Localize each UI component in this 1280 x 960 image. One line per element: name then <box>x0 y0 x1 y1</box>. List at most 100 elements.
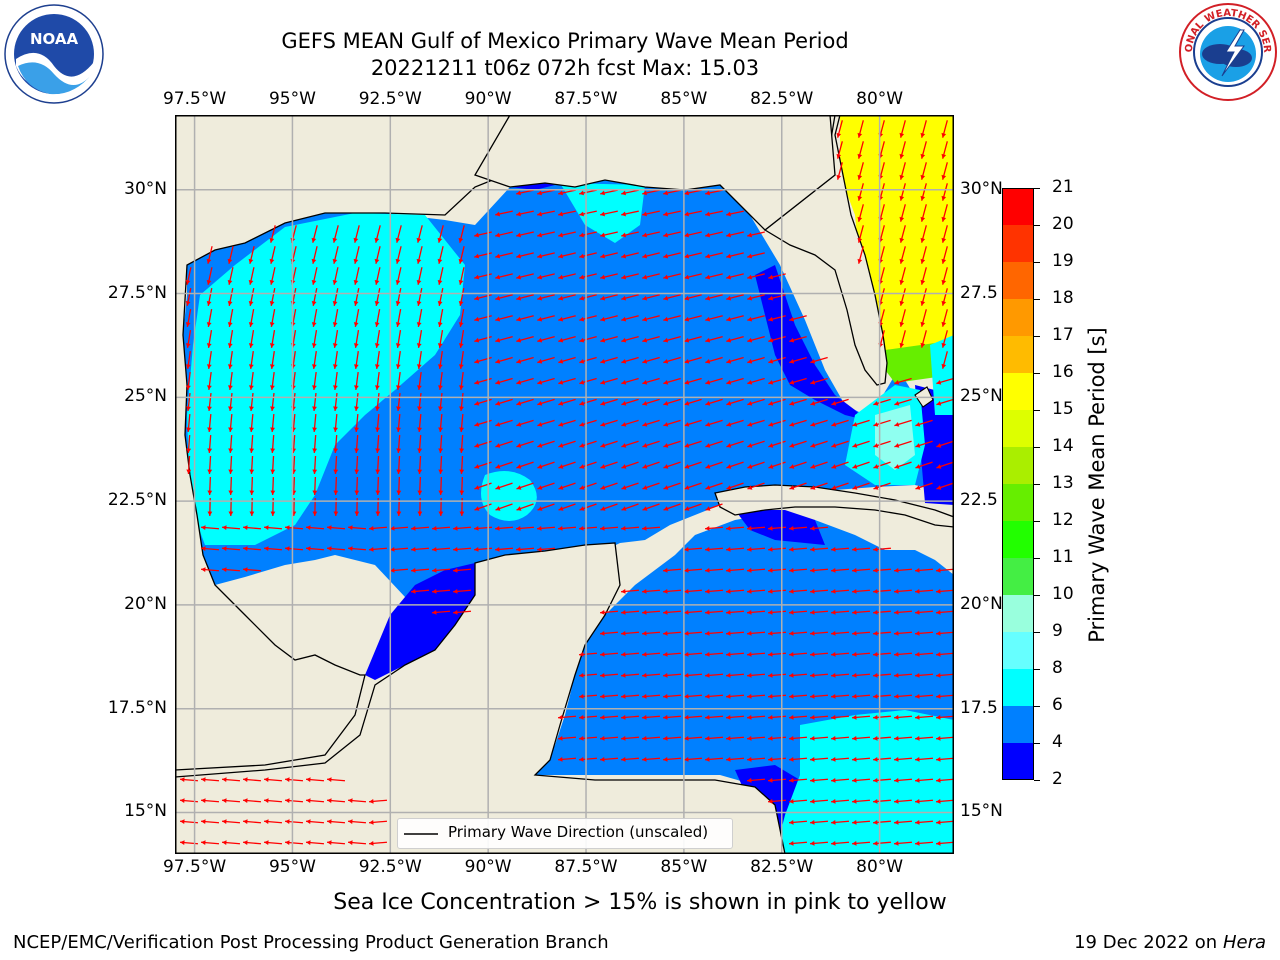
wave-arrow <box>495 231 513 238</box>
wave-arrow <box>726 252 744 259</box>
colorbar-segment <box>1002 669 1034 707</box>
wave-arrow <box>326 840 346 845</box>
wave-arrow <box>809 757 829 762</box>
wave-arrow <box>768 461 786 469</box>
wave-arrow <box>830 694 850 699</box>
lon-tick-label-top: 95°W <box>268 89 316 109</box>
wave-arrow <box>578 652 598 657</box>
wave-arrow <box>248 309 255 327</box>
wave-arrow <box>683 610 703 615</box>
wave-arrow <box>893 673 913 678</box>
wave-arrow <box>893 631 913 636</box>
gulf-wave-map <box>175 115 954 854</box>
wave-arrow <box>558 503 576 511</box>
wave-arrow <box>857 246 864 264</box>
wave-arrow <box>894 419 912 427</box>
wave-arrow <box>662 631 682 636</box>
wave-arrow <box>600 461 618 469</box>
wave-arrow <box>746 694 766 699</box>
wave-arrow <box>374 330 381 348</box>
lat-tick-label-right: 30°N <box>960 178 1003 199</box>
wave-arrow <box>516 482 534 490</box>
colorbar-tick-label: 18 <box>1052 288 1074 308</box>
lightcyan-straits <box>875 405 915 470</box>
wave-arrow <box>747 461 765 469</box>
wave-arrow <box>227 309 234 327</box>
wave-arrow <box>600 294 618 301</box>
wave-arrow <box>438 413 443 433</box>
wave-arrow <box>473 526 493 531</box>
wave-arrow <box>642 356 660 364</box>
wave-arrow <box>221 525 241 530</box>
wave-arrow <box>747 419 765 427</box>
wave-arrow <box>830 568 850 573</box>
wave-arrow <box>851 736 871 741</box>
wave-arrow <box>726 356 744 364</box>
wave-arrow <box>914 673 934 678</box>
wave-arrow <box>704 652 724 657</box>
wave-arrow <box>851 715 871 720</box>
wave-arrow <box>459 434 465 454</box>
wave-arrow <box>600 273 618 280</box>
wave-arrow <box>495 335 513 343</box>
wave-arrow <box>311 309 318 327</box>
wave-arrow <box>515 526 535 531</box>
wave-arrow <box>600 335 618 343</box>
wave-arrow <box>746 778 766 783</box>
wave-arrow <box>899 204 906 222</box>
shelf-campeche <box>365 563 475 680</box>
wave-arrow <box>851 820 871 825</box>
colorbar-tick-mark <box>1034 484 1040 485</box>
wave-arrow <box>458 288 465 306</box>
wave-arrow <box>389 526 409 531</box>
wave-arrow <box>284 819 304 824</box>
wave-arrow <box>396 413 401 433</box>
wave-arrow <box>873 398 891 406</box>
wave-arrow <box>872 736 892 741</box>
wave-arrow <box>746 589 766 594</box>
wave-arrow <box>872 715 892 720</box>
wave-arrow <box>312 371 317 391</box>
wave-arrow <box>683 736 703 741</box>
wave-arrow <box>642 189 660 196</box>
wave-arrow <box>893 841 913 846</box>
wave-arrow <box>767 589 787 594</box>
wave-arrow <box>621 210 639 217</box>
wave-arrow <box>221 798 241 803</box>
wave-arrow <box>920 183 927 201</box>
colorbar-tick-mark <box>1034 373 1040 374</box>
wave-arrow <box>186 392 191 412</box>
wave-arrow <box>767 778 787 783</box>
wave-arrow <box>599 715 619 720</box>
wave-arrow <box>663 356 681 364</box>
wave-arrow <box>200 567 220 572</box>
wave-arrow <box>579 210 597 217</box>
wave-arrow <box>893 610 913 615</box>
wave-arrow <box>242 840 262 845</box>
wave-arrow <box>941 288 948 306</box>
colorbar-tick-mark <box>1034 225 1040 226</box>
wave-arrow <box>705 315 723 322</box>
legend-label: Primary Wave Direction (unscaled) <box>448 823 709 841</box>
wave-arrow <box>809 694 829 699</box>
wave-arrow <box>599 631 619 636</box>
wave-arrow <box>269 246 276 264</box>
wave-arrow <box>920 267 927 285</box>
wave-arrow <box>789 315 807 322</box>
wave-arrow <box>437 246 444 264</box>
colorbar-segment <box>1002 225 1034 263</box>
wave-arrow <box>788 799 808 804</box>
wave-arrow <box>242 798 262 803</box>
wave-arrow <box>767 568 787 573</box>
colorbar-segment <box>1002 632 1034 670</box>
wave-arrow <box>684 231 702 238</box>
wave-arrow <box>873 461 891 469</box>
wave-arrow <box>809 673 829 678</box>
wave-arrow <box>747 252 765 259</box>
wave-arrow <box>537 419 555 427</box>
wave-arrow <box>579 398 597 406</box>
cuba-land <box>714 484 954 528</box>
wave-arrow <box>747 315 765 322</box>
wave-arrow <box>789 335 807 343</box>
wave-arrow <box>600 231 618 238</box>
